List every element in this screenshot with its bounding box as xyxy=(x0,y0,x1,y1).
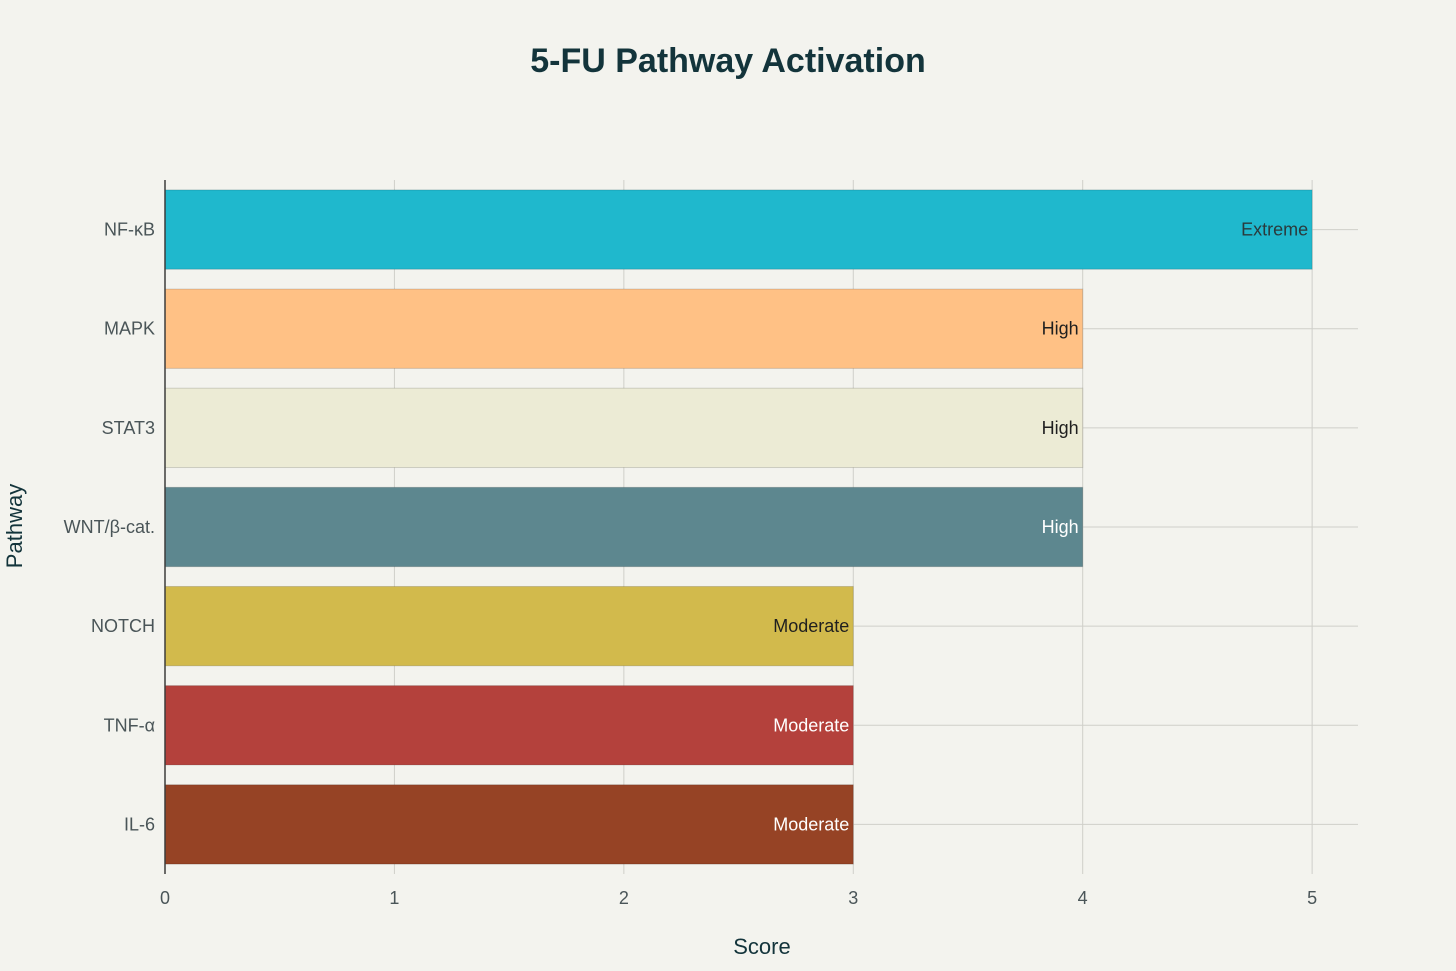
axes: 0 1 2 3 4 5 NF-κB MAPK STAT3 WNT/β-cat. NOTCH TNF-α… xyxy=(64,180,1317,908)
bar-data-label: Extreme xyxy=(1241,220,1308,240)
y-tick-label: STAT3 xyxy=(102,418,155,438)
x-tick-label: 0 xyxy=(160,888,170,908)
bar-data-label: High xyxy=(1042,319,1079,339)
bar xyxy=(164,585,854,667)
x-tick-label: 4 xyxy=(1078,888,1088,908)
y-tick-label: NOTCH xyxy=(91,616,155,636)
bar-data-label: High xyxy=(1042,517,1079,537)
bars: Extreme High High High Moderate Moderate Moder… xyxy=(164,189,1313,865)
x-tick-label: 2 xyxy=(619,888,629,908)
y-tick-label: MAPK xyxy=(104,319,155,339)
y-axis-title: Pathway xyxy=(2,484,27,568)
y-tick-label: IL-6 xyxy=(124,814,155,834)
bar-data-label: Moderate xyxy=(773,616,849,636)
bar xyxy=(164,784,854,865)
bar-data-label: High xyxy=(1042,418,1079,438)
chart-title: 5-FU Pathway Activation xyxy=(530,42,925,80)
bar xyxy=(164,387,1084,469)
x-axis-title: Score xyxy=(733,934,790,959)
bar xyxy=(164,189,1313,270)
x-tick-label: 5 xyxy=(1307,888,1317,908)
x-tick-label: 3 xyxy=(848,888,858,908)
bar xyxy=(164,486,1084,568)
x-tick-label: 1 xyxy=(389,888,399,908)
bar xyxy=(164,685,854,766)
y-tick-label: TNF-α xyxy=(104,715,155,735)
y-tick-label: WNT/β-cat. xyxy=(64,517,155,537)
bar xyxy=(164,288,1084,369)
y-tick-label: NF-κB xyxy=(104,220,155,240)
bar-data-label: Moderate xyxy=(773,814,849,834)
bar-data-label: Moderate xyxy=(773,715,849,735)
